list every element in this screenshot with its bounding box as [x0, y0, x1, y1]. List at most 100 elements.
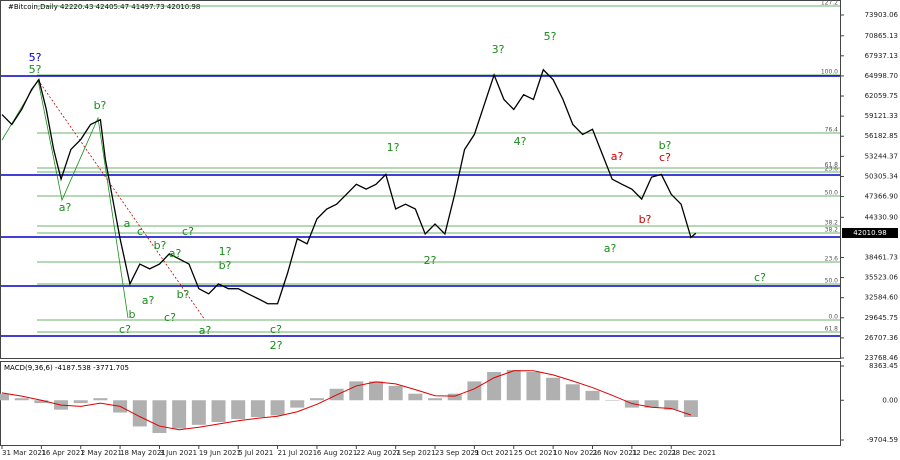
wave-label: 1? — [387, 141, 400, 154]
fib-label: 0.0 — [828, 314, 838, 321]
macd-bar — [152, 400, 167, 434]
y-tick-label: 53244.37 — [865, 152, 898, 160]
fib-label: 38.2 — [825, 220, 839, 227]
wave-label: c? — [164, 311, 176, 324]
wave-label: a? — [611, 150, 624, 163]
x-tick-label: 6 Aug 2021 — [317, 449, 357, 457]
macd-bar — [132, 400, 147, 427]
macd-bar — [14, 398, 29, 401]
macd-bar — [290, 400, 305, 408]
x-tick-label: 26 Nov 2021 — [592, 449, 637, 457]
wave-label: a? — [59, 201, 72, 214]
y-tick-label: 35523.06 — [865, 274, 899, 282]
wave-label: b — [129, 308, 136, 321]
wave-label: b? — [154, 239, 167, 252]
x-tick-label: 12 Dec 2021 — [632, 449, 677, 457]
wave-label: c? — [659, 151, 671, 164]
wave-label: c? — [119, 323, 131, 336]
wave-label: a? — [199, 324, 212, 337]
x-tick-label: 9 Oct 2021 — [474, 449, 513, 457]
y-tick-label: 64998.70 — [865, 72, 898, 80]
price-panel — [0, 0, 841, 359]
wave-label: 5? — [29, 51, 42, 64]
fib-label: 76.4 — [825, 127, 839, 134]
wave-label: b? — [639, 213, 652, 226]
y-tick-label: -9704.59 — [867, 436, 898, 444]
macd-bar — [546, 377, 561, 401]
y-tick-label: 47366.90 — [865, 193, 898, 201]
signal-line — [1, 370, 692, 431]
y-tick-label: 73903.06 — [865, 11, 899, 19]
x-tick-label: 19 Jun 2021 — [199, 449, 241, 457]
y-tick-label: 62059.75 — [865, 92, 898, 100]
fib-label: 61.8 — [825, 326, 839, 333]
price-tag — [842, 228, 898, 238]
y-tick-label: 59121.33 — [865, 112, 898, 120]
macd-bar — [93, 398, 108, 401]
x-tick-label: 2 May 2021 — [81, 449, 122, 457]
macd-bar — [34, 400, 49, 404]
wave-label: 3? — [492, 43, 505, 56]
macd-bar — [428, 398, 443, 401]
trend-line — [37, 79, 206, 321]
y-tick-label: 0.00 — [882, 396, 898, 404]
wave-label: a — [124, 217, 131, 230]
macd-bar — [388, 385, 403, 401]
y-tick-label: 8363.45 — [869, 362, 898, 370]
macd-bar — [585, 390, 600, 401]
wave-label: 2? — [270, 339, 283, 352]
trend-line — [1, 78, 129, 319]
wave-label: c? — [270, 323, 282, 336]
y-tick-label: 67937.13 — [865, 52, 898, 60]
macd-bar — [250, 400, 265, 418]
macd-bar — [408, 393, 423, 401]
indicator-title: MACD(9,36,6) -4187.538 -3771.705 — [4, 364, 129, 372]
wave-label: b? — [219, 259, 232, 272]
y-tick-label: 44330.90 — [865, 213, 898, 221]
price-line — [1, 68, 697, 305]
wave-label: 1? — [219, 245, 232, 258]
x-tick-label: 18 May 2021 — [120, 449, 166, 457]
fib-label: 127.2 — [821, 0, 838, 7]
macd-bar — [231, 400, 246, 420]
fib-label: 38.2 — [825, 227, 839, 234]
x-tick-label: 28 Dec 2021 — [671, 449, 716, 457]
y-tick-label: 50305.34 — [865, 172, 899, 180]
y-tick-label: 26707.36 — [865, 334, 899, 342]
macd-bar — [565, 384, 580, 401]
fib-label: 50.0 — [825, 190, 839, 197]
macd-bar — [0, 393, 9, 401]
wave-label: a? — [142, 294, 155, 307]
wave-label: c — [137, 225, 143, 238]
macd-bar — [506, 369, 521, 401]
macd-bar — [526, 371, 541, 401]
wave-label: c? — [754, 271, 766, 284]
x-tick-label: 5 Jul 2021 — [238, 449, 273, 457]
y-tick-label: 32584.60 — [865, 294, 898, 302]
macd-bar — [191, 400, 206, 425]
wave-label: b? — [177, 288, 190, 301]
macd-bar — [487, 371, 502, 401]
wave-label: b? — [659, 139, 672, 152]
chart-header: #Bitcoin,Daily 42220.43 42405.47 41497.7… — [8, 3, 200, 11]
y-tick-label: 38461.73 — [865, 253, 898, 261]
macd-panel — [0, 361, 841, 446]
macd-bar — [172, 400, 187, 429]
x-tick-label: 31 Mar 2021 — [2, 449, 46, 457]
macd-bar — [349, 381, 364, 401]
y-tick-label: 56182.85 — [865, 132, 898, 140]
wave-label: b? — [94, 99, 107, 112]
fib-label: 23.6 — [825, 256, 839, 263]
fib-label: 100.0 — [821, 69, 838, 76]
macd-bar — [73, 400, 88, 404]
macd-bar — [447, 393, 462, 401]
y-tick-label: 29645.75 — [865, 314, 898, 322]
macd-bar — [211, 400, 226, 422]
wave-label: a? — [604, 242, 617, 255]
wave-label: 5? — [29, 63, 42, 76]
x-tick-label: 3 Jun 2021 — [159, 449, 197, 457]
y-tick-label: 70865.13 — [865, 32, 898, 40]
x-tick-label: 7 Sep 2021 — [396, 449, 436, 457]
macd-bar — [605, 400, 620, 401]
macd-bar — [683, 400, 698, 418]
